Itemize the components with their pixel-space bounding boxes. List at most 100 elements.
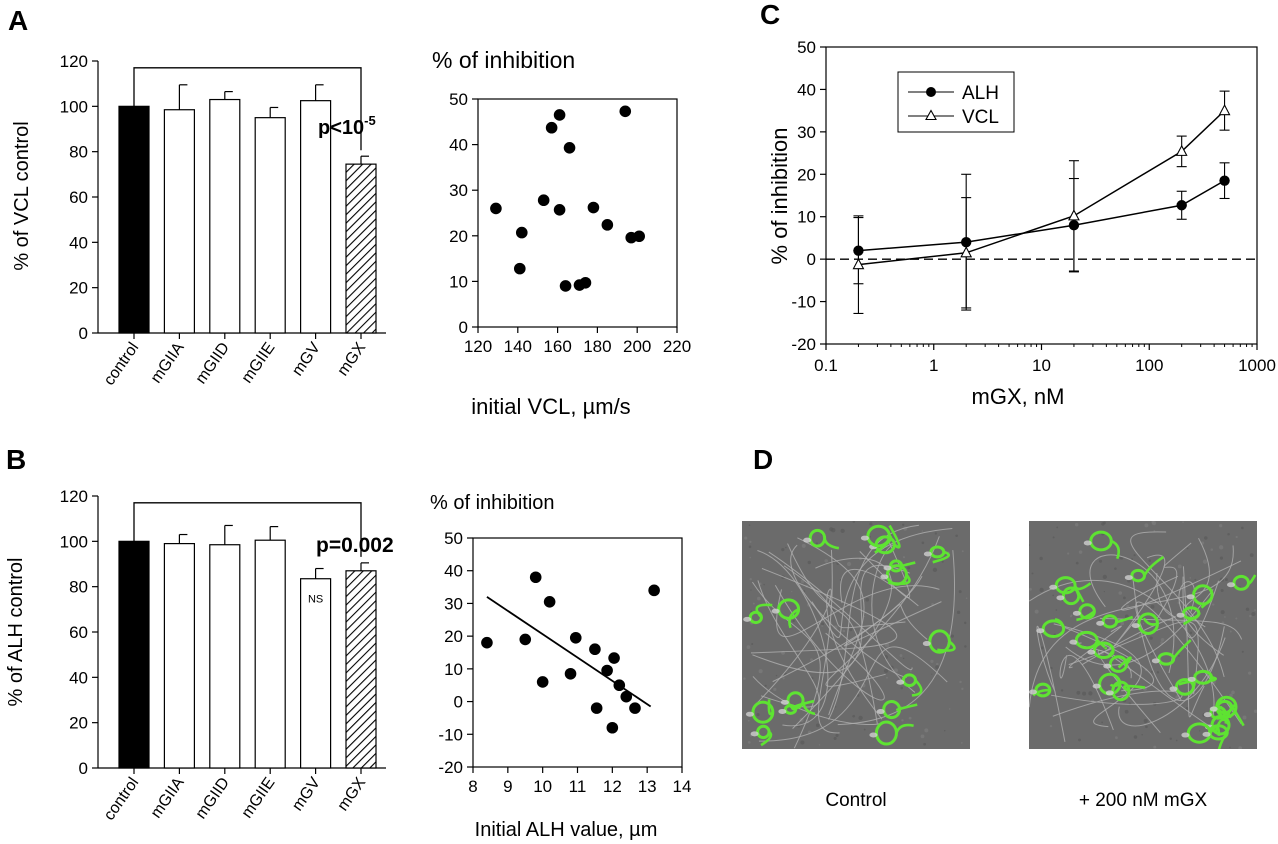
sperm-head xyxy=(1103,663,1112,669)
y-tick-label: 0 xyxy=(807,250,816,269)
flagellum xyxy=(1185,538,1210,628)
category-label: mGIIA xyxy=(148,774,188,821)
y-tick-label: 100 xyxy=(60,97,88,116)
sperm-head xyxy=(750,731,759,737)
flagellum xyxy=(1120,560,1242,611)
data-point xyxy=(648,584,660,597)
texture-speck xyxy=(1245,607,1250,612)
fluorescent-midpiece xyxy=(1217,731,1229,749)
texture-speck xyxy=(1225,578,1228,582)
chart-b-bar-marks: 0 20 40 60 80 100 120 control mGIIA mGIID mGIIE mGV… xyxy=(60,487,386,824)
x-tick-label: 1000 xyxy=(1238,356,1276,375)
texture-speck xyxy=(1189,631,1193,635)
sperm-head xyxy=(1176,612,1185,618)
texture-speck xyxy=(1039,587,1044,592)
texture-speck xyxy=(1144,523,1149,528)
texture-speck xyxy=(748,545,752,549)
chart-b-significance: p=0.002 xyxy=(316,534,394,557)
series-line-ALH xyxy=(858,179,1225,252)
texture-speck xyxy=(1177,564,1182,569)
texture-speck xyxy=(869,522,873,526)
texture-speck xyxy=(818,744,821,746)
sperm-head xyxy=(1187,676,1196,682)
texture-speck xyxy=(785,546,787,549)
texture-speck xyxy=(1151,653,1153,655)
texture-speck xyxy=(842,629,846,633)
texture-speck xyxy=(1148,559,1152,562)
texture-speck xyxy=(1133,735,1138,739)
texture-speck xyxy=(893,668,899,673)
texture-speck xyxy=(948,708,951,710)
texture-speck xyxy=(923,742,927,746)
texture-speck xyxy=(1029,587,1032,591)
texture-speck xyxy=(1050,666,1053,670)
chart-c-line: -20 -10 0 10 20 30 40 50 0.1 1 10 100 1000 mGX, nM %… xyxy=(767,38,1276,409)
texture-speck xyxy=(840,528,845,533)
point-VCL xyxy=(1175,144,1188,156)
texture-speck xyxy=(964,645,967,648)
texture-speck xyxy=(1060,689,1064,692)
texture-speck xyxy=(1249,553,1254,558)
texture-speck xyxy=(958,590,962,594)
texture-speck xyxy=(775,674,778,677)
sperm-head xyxy=(1186,594,1195,600)
data-point xyxy=(590,702,603,714)
fluorescent-midpiece xyxy=(1076,610,1096,622)
bar-mGX xyxy=(345,163,377,334)
sperm-head xyxy=(803,537,812,543)
texture-speck xyxy=(752,602,755,605)
texture-speck xyxy=(1219,545,1224,550)
chart-b-scatter-marks: -20 -10 0 10 20 30 40 50 8 9 10 11 12 13 14 xyxy=(438,529,691,796)
texture-speck xyxy=(1212,603,1215,606)
texture-speck xyxy=(746,645,751,649)
texture-speck xyxy=(1141,734,1143,736)
category-label: control xyxy=(101,340,142,389)
data-point xyxy=(515,226,528,239)
fluorescent-midpiece xyxy=(767,699,774,716)
flagellum xyxy=(1036,625,1066,742)
texture-speck xyxy=(832,608,835,611)
texture-speck xyxy=(743,677,746,680)
chart-a-scatter-marks: 0 10 20 30 40 50 120 140 160 180 200 220 xyxy=(449,90,691,356)
texture-speck xyxy=(1052,536,1055,539)
texture-speck xyxy=(1123,596,1126,600)
fluorescent-loop xyxy=(1034,682,1052,698)
texture-speck xyxy=(756,712,760,717)
fluorescent-midpiece xyxy=(755,603,773,619)
flagellum xyxy=(750,568,898,654)
texture-speck xyxy=(1078,550,1083,554)
category-label: mGIID xyxy=(193,775,233,823)
texture-speck xyxy=(1124,614,1129,619)
sperm-head xyxy=(1056,595,1065,601)
texture-speck xyxy=(1220,589,1224,593)
texture-speck xyxy=(883,668,889,673)
flagellum xyxy=(783,565,906,629)
texture-speck xyxy=(1149,636,1153,640)
bar-mGIIA xyxy=(163,109,195,334)
chart-a-bar: 0 20 40 60 80 100 120 control mGIIA mGIID mGIIE mGV… xyxy=(11,52,386,389)
chart-c-line-marks: -20 -10 0 10 20 30 40 50 0.1 1 10 100 1000 xyxy=(791,38,1275,375)
fluorescent-midpiece xyxy=(823,537,840,550)
texture-speck xyxy=(1150,604,1155,609)
texture-speck xyxy=(849,628,853,632)
texture-speck xyxy=(961,687,964,691)
texture-speck xyxy=(1142,622,1145,625)
sperm-head xyxy=(1131,623,1140,629)
texture-speck xyxy=(747,741,751,744)
panel-label-a: A xyxy=(8,5,28,36)
data-point xyxy=(513,262,526,275)
texture-speck xyxy=(955,534,958,538)
texture-speck xyxy=(1127,579,1131,583)
texture-speck xyxy=(1056,526,1059,529)
texture-speck xyxy=(1248,671,1252,675)
sperm-head xyxy=(1096,620,1105,626)
chart-b-bar: 0 20 40 60 80 100 120 control mGIIA mGIID mGIIE mGV… xyxy=(5,487,394,824)
y-tick-label: 40 xyxy=(444,562,463,581)
texture-speck xyxy=(833,736,837,740)
flagellum xyxy=(787,543,878,724)
y-tick-label: -20 xyxy=(438,758,463,777)
texture-speck xyxy=(1235,617,1238,620)
texture-speck xyxy=(944,730,946,732)
y-tick-label: 0 xyxy=(459,318,468,337)
